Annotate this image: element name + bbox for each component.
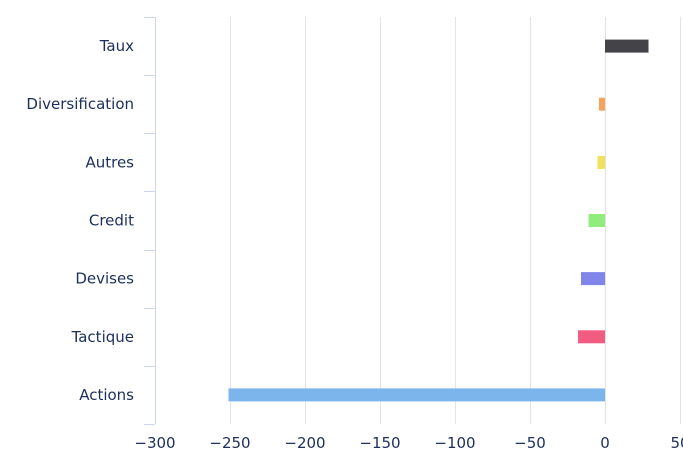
bar-actions[interactable] xyxy=(228,388,606,402)
bar-tactique[interactable] xyxy=(578,330,605,344)
x-tick-label: −150 xyxy=(359,434,400,452)
category-label: Actions xyxy=(79,386,134,404)
x-tick-label: −300 xyxy=(134,434,175,452)
category-label: Devises xyxy=(75,270,134,288)
category-label: Tactique xyxy=(71,328,134,346)
category-label: Credit xyxy=(89,212,134,230)
x-tick-label: 50 xyxy=(670,434,683,452)
category-label: Diversification xyxy=(26,95,134,113)
x-tick-labels: −300 −250 −200 −150 −100 −50 0 50 xyxy=(134,434,683,452)
category-label: Taux xyxy=(99,37,134,55)
category-label: Autres xyxy=(85,153,134,171)
x-tick-label: −250 xyxy=(209,434,250,452)
bar-taux[interactable] xyxy=(605,39,649,53)
category-labels: Taux Diversification Autres Credit Devises Ta… xyxy=(26,37,134,404)
x-tick-label: −50 xyxy=(514,434,546,452)
bar-credit[interactable] xyxy=(588,214,606,227)
bar-devises[interactable] xyxy=(581,272,605,286)
x-tick-label: 0 xyxy=(600,434,610,452)
bar-diversification[interactable] xyxy=(599,97,605,111)
y-axis xyxy=(144,17,156,425)
x-tick-label: −100 xyxy=(434,434,475,452)
bars xyxy=(228,39,649,402)
x-tick-label: −200 xyxy=(284,434,325,452)
grid-lines xyxy=(230,17,681,424)
bar-autres[interactable] xyxy=(597,155,606,169)
